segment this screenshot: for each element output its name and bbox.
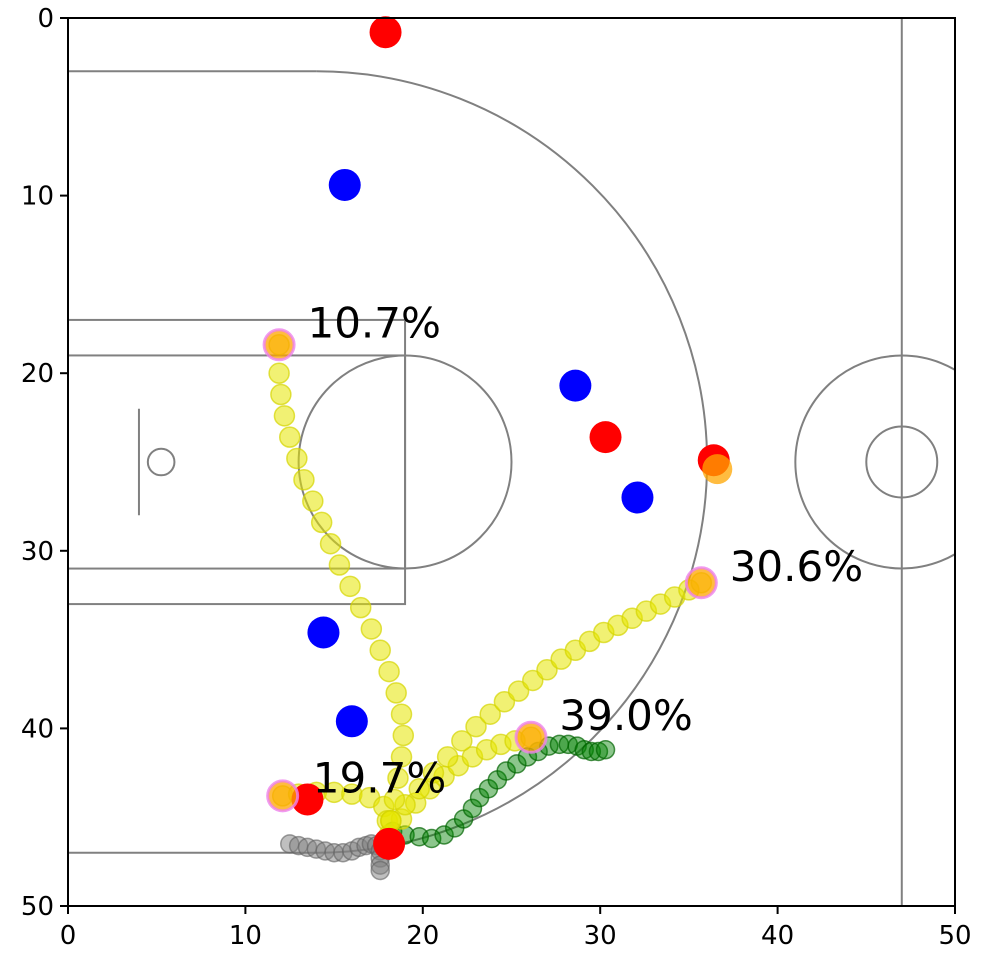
y-tick-label: 10	[21, 182, 54, 212]
pass-trail-point	[378, 660, 400, 683]
court-box	[68, 354, 407, 570]
pass-target-ring	[514, 720, 548, 754]
pass-trail-point	[522, 669, 544, 692]
player-trail-point	[496, 761, 516, 781]
offense-player-marker	[291, 783, 324, 816]
player-trail-point	[507, 754, 527, 774]
pass-trail-point	[302, 490, 324, 512]
y-tick-label: 30	[21, 537, 54, 567]
pass-trail-point	[390, 746, 413, 768]
offense-player-marker	[373, 827, 406, 860]
pass-trail-point	[436, 746, 459, 768]
court-box	[68, 318, 407, 606]
x-tick-label: 10	[229, 921, 262, 951]
defense-player-marker	[328, 168, 361, 201]
pass-trail-point	[380, 810, 402, 832]
x-tick-label: 50	[938, 921, 971, 951]
ball-marker	[267, 780, 298, 811]
offense-player-marker	[589, 421, 622, 454]
pass-target-ring	[684, 566, 718, 600]
pass-trail-point	[385, 682, 407, 704]
y-tick-label: 0	[37, 4, 54, 34]
pass-target-ring	[262, 328, 296, 362]
pass-trail-point	[507, 680, 530, 702]
pass-trail-point	[360, 618, 383, 640]
defender-trail-point	[370, 860, 390, 881]
pass-trail-point	[349, 596, 372, 619]
pass-trail-point	[286, 447, 308, 470]
pass-trail-point	[319, 532, 342, 555]
pass-trail-point	[422, 762, 445, 784]
pass-trail-point	[369, 639, 391, 662]
probability-label: 19.7%	[313, 753, 446, 802]
player-trail-point	[462, 798, 483, 819]
player-trail-point	[434, 825, 454, 845]
pass-trail-point	[383, 788, 406, 811]
defense-player-marker	[559, 369, 592, 402]
pass-trail-point	[268, 362, 290, 384]
pass-targets	[262, 328, 718, 813]
ball-marker	[686, 567, 717, 598]
x-tick-label: 40	[761, 921, 794, 951]
players	[264, 16, 733, 860]
player-trail-point	[574, 739, 594, 760]
defense-player-marker	[307, 616, 340, 649]
court-lines	[68, 18, 955, 906]
pass-target-ring	[266, 779, 300, 813]
pass-trail-point	[279, 426, 301, 448]
court-circle	[146, 447, 176, 477]
pass-trail-point	[408, 778, 431, 800]
probability-label: 10.7%	[307, 299, 440, 348]
x-tick-label: 0	[60, 921, 77, 951]
player-trail-point	[588, 741, 609, 762]
pass-trail-point	[387, 767, 409, 789]
pass-trail-point	[273, 405, 296, 427]
pass-trail-point	[493, 691, 516, 713]
pass-trail-point	[536, 659, 558, 681]
offense-player-marker	[369, 16, 402, 49]
pass-trail-point	[310, 511, 333, 534]
ball-marker	[264, 329, 295, 360]
pass-trail-point	[390, 703, 413, 725]
court-circle	[794, 354, 955, 570]
probability-labels: 10.7% 30.6% 39.0% 19.7%	[307, 299, 863, 803]
x-tick-label: 30	[584, 921, 617, 951]
player-trail-point	[595, 739, 616, 760]
defense-player-marker	[621, 481, 654, 514]
x-tick-label: 20	[406, 921, 439, 951]
pass-trail-point	[451, 730, 473, 752]
player-trail-point	[421, 828, 442, 849]
y-tick-label: 50	[21, 892, 54, 922]
player-trail-point	[581, 741, 602, 762]
pass-trail-point	[293, 469, 315, 491]
pass-trail-point	[465, 715, 487, 738]
probability-label: 39.0%	[559, 691, 692, 740]
ball-marker	[516, 722, 547, 753]
defense-player-marker	[335, 705, 368, 738]
pass-trail-point	[339, 575, 361, 598]
pass-trail-point	[270, 383, 292, 406]
y-tick-label: 20	[21, 359, 54, 389]
court-circle	[865, 425, 939, 499]
y-tick-label: 40	[21, 714, 54, 744]
pass-trail-point	[392, 724, 415, 747]
ball-marker	[702, 454, 733, 485]
pass-trail-point	[479, 703, 501, 725]
pass-trail-point	[328, 554, 351, 576]
probability-label: 30.6%	[730, 542, 863, 591]
plot-frame	[67, 17, 956, 907]
